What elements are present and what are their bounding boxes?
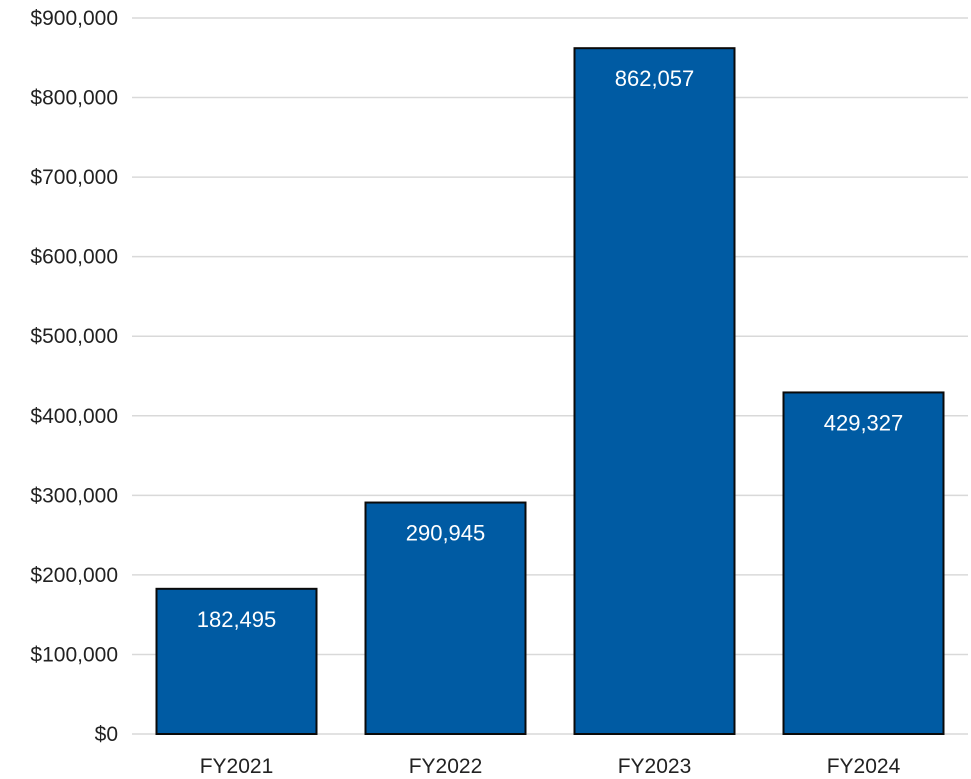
y-tick-label: $600,000 [30, 246, 118, 269]
data-label: 862,057 [615, 66, 695, 91]
data-label: 182,495 [197, 607, 277, 632]
bar-fy2022 [364, 501, 527, 735]
bars [155, 47, 945, 735]
y-tick-label: $300,000 [30, 484, 118, 507]
y-tick-label: $500,000 [30, 325, 118, 348]
x-axis-tick-labels: FY2021 FY2022 FY2023 FY2024 [200, 755, 901, 778]
x-tick-label: FY2021 [200, 755, 274, 778]
y-tick-label: $100,000 [30, 643, 118, 666]
y-tick-label: $800,000 [30, 87, 118, 110]
bar-fy2024 [782, 391, 945, 735]
data-label: 429,327 [824, 410, 904, 435]
x-tick-label: FY2022 [409, 755, 483, 778]
bar-fy2021 [155, 587, 318, 735]
bar-fy2023 [573, 47, 736, 735]
y-tick-label: $700,000 [30, 166, 118, 189]
y-tick-label: $0 [95, 723, 118, 746]
data-labels: 182,495 290,945 862,057 429,327 [197, 66, 904, 632]
x-tick-label: FY2024 [827, 755, 901, 778]
x-tick-label: FY2023 [618, 755, 692, 778]
y-axis-tick-labels: $0 $100,000 $200,000 $300,000 $400,000 $500,0… [30, 7, 118, 746]
y-tick-label: $200,000 [30, 564, 118, 587]
y-tick-label: $400,000 [30, 405, 118, 428]
y-tick-label: $900,000 [30, 7, 118, 30]
data-label: 290,945 [406, 521, 486, 546]
